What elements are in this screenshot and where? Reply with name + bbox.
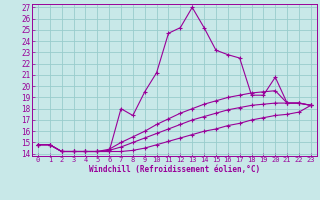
X-axis label: Windchill (Refroidissement éolien,°C): Windchill (Refroidissement éolien,°C) bbox=[89, 165, 260, 174]
